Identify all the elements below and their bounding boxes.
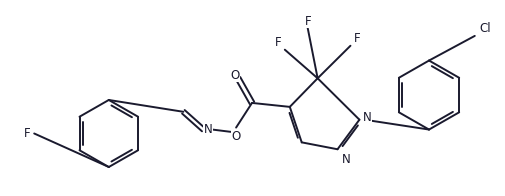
Text: O: O [230, 69, 239, 82]
Text: N: N [362, 111, 370, 124]
Text: N: N [341, 153, 349, 166]
Text: F: F [24, 127, 30, 140]
Text: F: F [354, 32, 360, 45]
Text: N: N [204, 123, 212, 136]
Text: F: F [304, 15, 311, 28]
Text: F: F [274, 36, 281, 49]
Text: O: O [231, 130, 240, 142]
Text: Cl: Cl [478, 23, 489, 35]
